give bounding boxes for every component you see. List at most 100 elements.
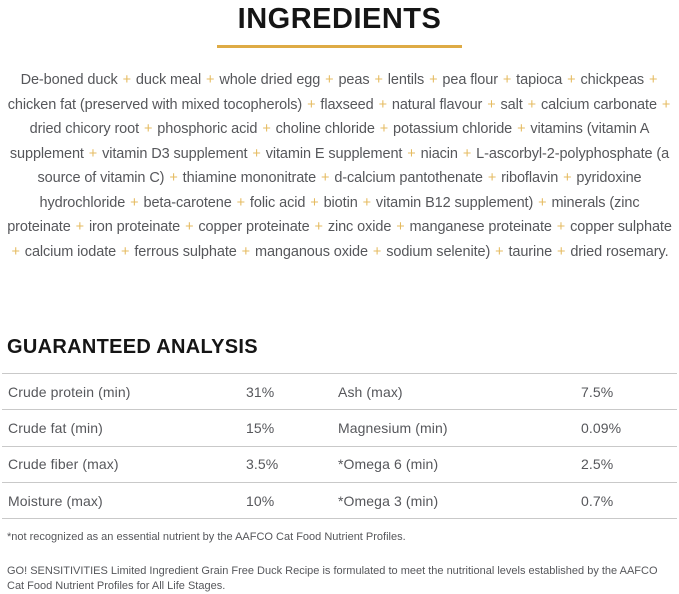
left-value: 10% [246, 492, 275, 509]
ingredient-item: chicken fat (preserved with mixed tocoph… [7, 96, 303, 113]
ingredients-title: INGREDIENTS [237, 3, 442, 35]
ingredient-item: dried chicory root [29, 121, 140, 137]
right-label: *Omega 6 (min) [338, 456, 439, 473]
plus-separator: + [236, 194, 245, 211]
ingredient-item: L-ascorbyl-2-polyphosphate (a source of … [37, 145, 670, 187]
plus-separator: + [325, 72, 334, 88]
right-value: 2.5% [581, 456, 614, 473]
ingredient-item: peas [338, 72, 370, 88]
plus-separator: + [372, 243, 382, 260]
ingredient-item: folic acid [249, 194, 306, 211]
ingredient-item: ferrous sulphate [134, 243, 237, 260]
plus-separator: + [567, 72, 576, 88]
ingredient-item: niacin [420, 145, 458, 162]
guaranteed-analysis-table: Crude protein (min) 31% Ash (max) 7.5% Crude… [2, 373, 677, 520]
title-underline [217, 45, 462, 48]
ingredient-item: pea flour [442, 72, 498, 88]
ingredient-item: vitamin D3 supplement [102, 145, 248, 162]
left-value: 31% [246, 383, 275, 400]
plus-separator: + [557, 243, 566, 260]
ingredient-item: flaxseed [320, 96, 374, 113]
right-value: 0.09% [581, 419, 622, 436]
ingredient-item: De-boned duck [20, 72, 118, 88]
plus-separator: + [252, 145, 261, 162]
plus-separator: + [649, 72, 658, 88]
plus-separator: + [321, 170, 330, 186]
ingredient-item: thiamine mononitrate [182, 170, 317, 186]
plus-separator: + [362, 194, 371, 211]
left-label: Crude fat (min) [8, 419, 103, 436]
ingredient-item: beta-carotene [143, 194, 232, 211]
ingredient-item: sodium selenite) [386, 243, 491, 260]
ingredient-item: taurine [508, 243, 553, 260]
ingredient-item: calcium carbonate [540, 96, 657, 113]
right-label: *Omega 3 (min) [338, 492, 439, 509]
plus-separator: + [262, 121, 271, 137]
plus-separator: + [143, 121, 153, 137]
plus-separator: + [487, 170, 497, 186]
plus-separator: + [122, 72, 131, 88]
plus-separator: + [487, 96, 496, 113]
plus-separator: + [378, 96, 387, 113]
plus-separator: + [374, 72, 383, 88]
right-label: Ash (max) [338, 383, 403, 400]
left-label: Moisture (max) [8, 492, 103, 509]
plus-separator: + [502, 72, 512, 88]
plus-separator: + [241, 243, 251, 260]
plus-separator: + [396, 219, 405, 235]
ingredient-item: whole dried egg [219, 72, 321, 88]
ingredient-item: duck meal [135, 72, 202, 88]
plus-separator: + [206, 72, 215, 88]
ingredient-item: vitamin E supplement [265, 145, 403, 162]
plus-separator: + [310, 194, 319, 211]
left-value: 15% [246, 419, 275, 436]
plus-separator: + [379, 121, 389, 137]
plus-separator: + [563, 170, 572, 186]
ingredient-item: chickpeas [580, 72, 645, 88]
ingredient-item: minerals (zinc proteinate [7, 194, 640, 236]
plus-separator: + [517, 121, 526, 137]
guaranteed-analysis-title: GUARANTEED ANALYSIS [7, 336, 258, 358]
ingredient-item: zinc oxide [327, 219, 392, 235]
right-label: Magnesium (min) [338, 419, 448, 436]
plus-separator: + [527, 96, 536, 113]
analysis-row: Moisture (max) 10% *Omega 3 (min) 0.7% [2, 483, 677, 520]
aafco-statement: GO! SENSITIVITIES Limited Ingredient Gra… [7, 565, 658, 593]
analysis-row: Crude protein (min) 31% Ash (max) 7.5% [2, 374, 677, 411]
plus-separator: + [307, 96, 316, 113]
ingredient-item: d-calcium pantothenate [334, 170, 483, 186]
analysis-row: Crude fat (min) 15% Magnesium (min) 0.09% [2, 410, 677, 447]
plus-separator: + [75, 219, 84, 235]
ingredient-item: natural flavour [391, 96, 483, 113]
ingredient-item: manganese proteinate [409, 219, 552, 235]
left-label: Crude protein (min) [8, 383, 131, 400]
ingredient-item: copper proteinate [198, 219, 310, 235]
plus-separator: + [11, 243, 20, 260]
right-value: 7.5% [581, 383, 614, 400]
ingredient-item: manganous oxide [254, 243, 368, 260]
plus-separator: + [314, 219, 323, 235]
plus-separator: + [661, 96, 671, 113]
ingredient-item: choline chloride [275, 121, 375, 137]
ingredient-item: vitamin B12 supplement) [375, 194, 534, 211]
ingredient-item: phosphoric acid [157, 121, 258, 137]
plus-separator: + [88, 145, 98, 162]
ingredient-item: potassium chloride [393, 121, 513, 137]
left-label: Crude fiber (max) [8, 456, 119, 473]
analysis-row: Crude fiber (max) 3.5% *Omega 6 (min) 2.5% [2, 447, 677, 483]
plus-separator: + [407, 145, 416, 162]
ingredient-item: salt [500, 96, 523, 113]
plus-separator: + [495, 243, 504, 260]
plus-separator: + [169, 170, 178, 186]
ingredient-item: calcium iodate [24, 243, 117, 260]
analysis-footnote: *not recognized as an essential nutrient… [7, 531, 406, 544]
plus-separator: + [130, 194, 139, 211]
ingredient-item: copper sulphate [570, 219, 672, 235]
ingredient-item: riboflavin [501, 170, 559, 186]
ingredient-item: dried rosemary. [570, 243, 669, 260]
ingredient-item: vitamins (vitamin A supplement [9, 121, 650, 162]
ingredient-item: biotin [323, 194, 358, 211]
plus-separator: + [538, 194, 547, 211]
plus-separator: + [556, 219, 566, 235]
plus-separator: + [121, 243, 130, 260]
